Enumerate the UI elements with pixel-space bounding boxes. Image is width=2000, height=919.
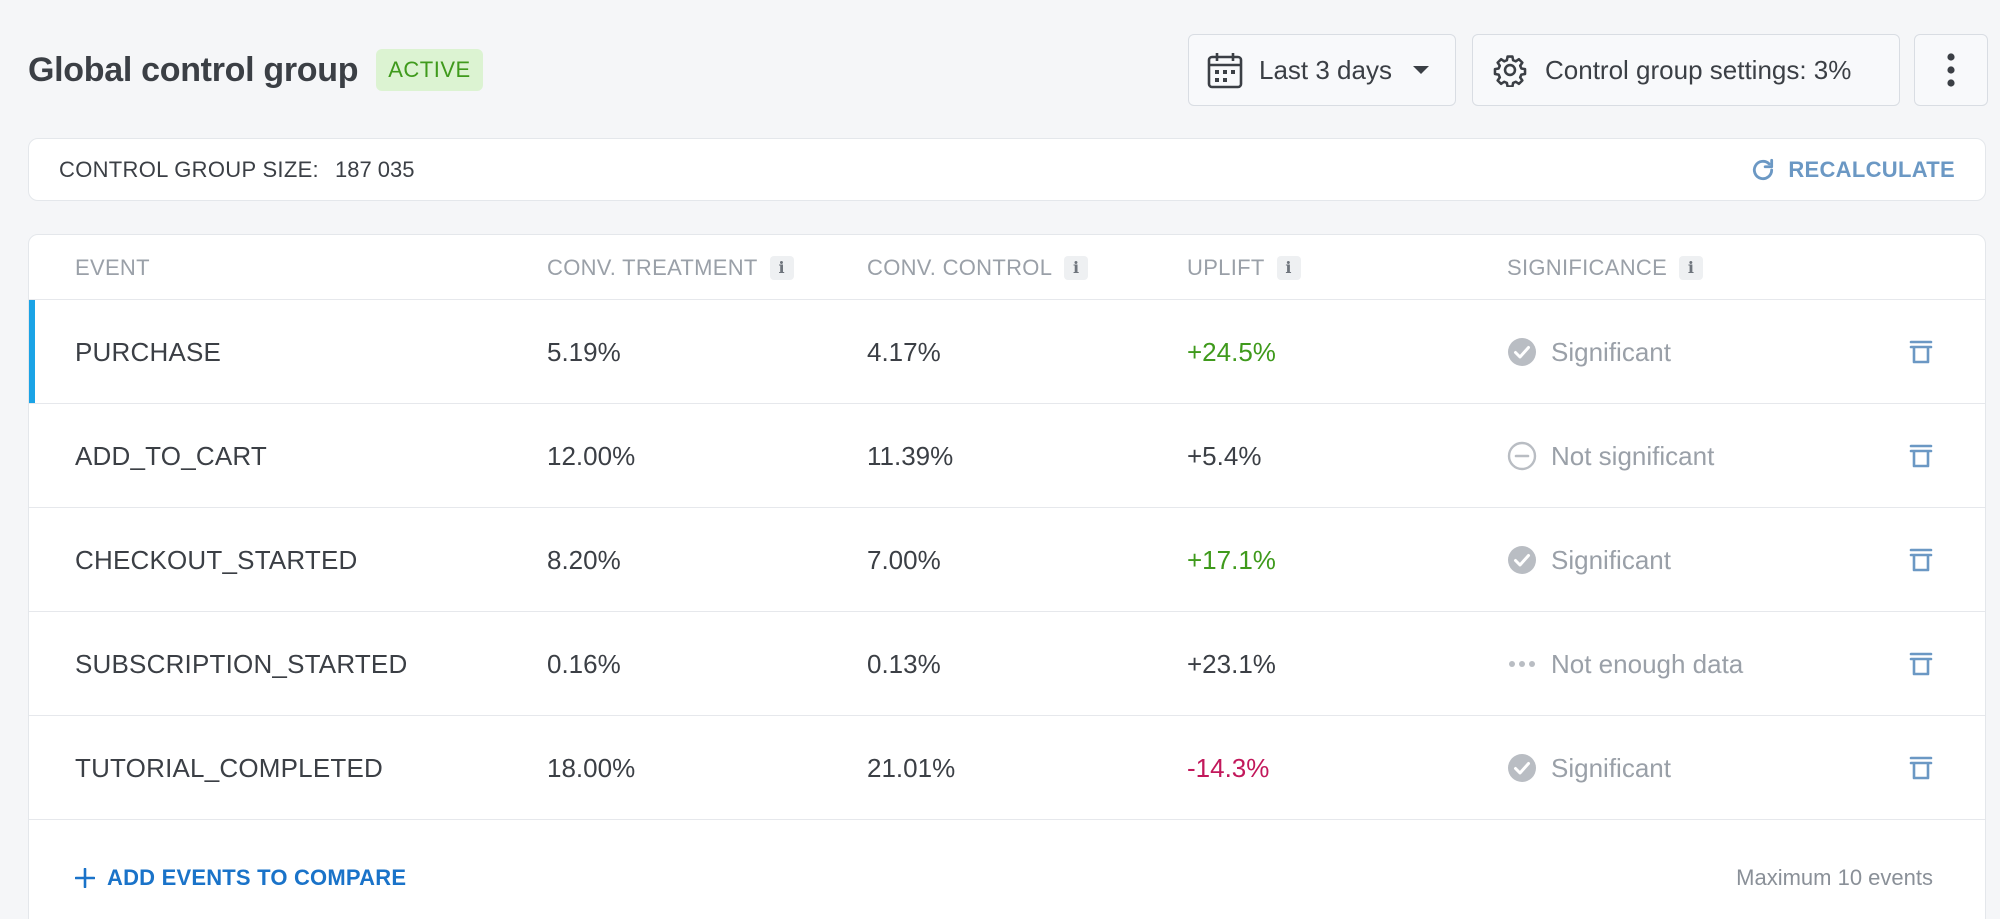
significance-status: Not significant — [1507, 404, 1714, 508]
column-control-label: CONV. CONTROL — [867, 254, 1053, 280]
significance-label: Significant — [1551, 336, 1671, 367]
event-name: SUBSCRIPTION_STARTED — [75, 648, 408, 679]
trash-icon — [1909, 651, 1933, 677]
check-circle-icon — [1507, 337, 1537, 367]
refresh-icon — [1753, 158, 1774, 180]
event-name: CHECKOUT_STARTED — [75, 544, 358, 575]
events-table: EVENT CONV. TREATMENT i CONV. CONTROL i … — [28, 234, 1986, 919]
column-header-treatment: CONV. TREATMENT i — [547, 235, 794, 300]
conv-treatment-value: 18.00% — [547, 752, 636, 783]
recalculate-label: RECALCULATE — [1788, 156, 1955, 182]
delete-event-button[interactable] — [1909, 716, 1933, 820]
conv-control-value: 21.01% — [867, 752, 956, 783]
significance-status: Significant — [1507, 716, 1671, 820]
uplift-value: +23.1% — [1187, 648, 1276, 679]
conv-treatment-value: 0.16% — [547, 648, 621, 679]
column-header-event: EVENT — [75, 235, 150, 300]
significance-label: Not enough data — [1551, 648, 1744, 679]
column-significance-label: SIGNIFICANCE — [1507, 254, 1668, 280]
gear-icon — [1493, 55, 1527, 87]
trash-icon — [1909, 547, 1933, 573]
page-title: Global control group — [28, 50, 359, 89]
uplift-value: -14.3% — [1187, 752, 1270, 783]
add-events-button[interactable]: ADD EVENTS TO COMPARE — [75, 865, 406, 891]
column-header-uplift: UPLIFT i — [1187, 235, 1301, 300]
conv-treatment-value: 12.00% — [547, 440, 636, 471]
delete-event-button[interactable] — [1909, 612, 1933, 716]
conv-control-value: 7.00% — [867, 544, 941, 575]
control-group-settings-button[interactable]: Control group settings: 3% — [1472, 34, 1900, 106]
more-options-button[interactable] — [1914, 34, 1988, 106]
table-body: PURCHASE 5.19% 4.17% +24.5% Significant ADD_T… — [29, 300, 1985, 820]
significance-status: Significant — [1507, 300, 1671, 404]
trash-icon — [1909, 339, 1933, 365]
column-header-significance: SIGNIFICANCE i — [1507, 235, 1704, 300]
info-icon[interactable]: i — [1679, 255, 1704, 280]
page-header: Global control group ACTIVE Last 3 days … — [28, 34, 1988, 106]
trash-icon — [1909, 755, 1933, 781]
conv-control-value: 4.17% — [867, 336, 941, 367]
trash-icon — [1909, 443, 1933, 469]
table-row[interactable]: SUBSCRIPTION_STARTED 0.16% 0.13% +23.1% Not … — [29, 612, 1985, 716]
control-group-size-card: CONTROL GROUP SIZE: 187 035 RECALCULATE — [28, 138, 1986, 201]
info-icon[interactable]: i — [1064, 255, 1089, 280]
column-uplift-label: UPLIFT — [1187, 254, 1265, 280]
settings-label: Control group settings: 3% — [1545, 54, 1852, 85]
significance-label: Significant — [1551, 752, 1671, 783]
delete-event-button[interactable] — [1909, 300, 1933, 404]
info-icon[interactable]: i — [1276, 255, 1301, 280]
minus-circle-icon — [1507, 441, 1537, 471]
event-name: PURCHASE — [75, 336, 222, 367]
delete-event-button[interactable] — [1909, 508, 1933, 612]
conv-treatment-value: 8.20% — [547, 544, 621, 575]
info-icon[interactable]: i — [769, 255, 794, 280]
conv-control-value: 11.39% — [867, 440, 954, 471]
date-range-button[interactable]: Last 3 days — [1188, 34, 1456, 106]
significance-status: Not enough data — [1507, 612, 1743, 716]
uplift-value: +17.1% — [1187, 544, 1276, 575]
event-name: ADD_TO_CART — [75, 440, 267, 471]
conv-treatment-value: 5.19% — [547, 336, 621, 367]
column-event-label: EVENT — [75, 254, 150, 280]
table-row[interactable]: ADD_TO_CART 12.00% 11.39% +5.4% Not signific… — [29, 404, 1985, 508]
table-footer: ADD EVENTS TO COMPARE Maximum 10 events — [29, 820, 1985, 919]
column-header-control: CONV. CONTROL i — [867, 235, 1089, 300]
check-circle-icon — [1507, 753, 1537, 783]
chevron-down-icon — [1412, 66, 1429, 74]
table-row[interactable]: PURCHASE 5.19% 4.17% +24.5% Significant — [29, 300, 1985, 404]
conv-control-value: 0.13% — [867, 648, 941, 679]
uplift-value: +24.5% — [1187, 336, 1276, 367]
ellipsis-icon — [1507, 649, 1537, 679]
significance-label: Not significant — [1551, 440, 1715, 471]
table-row[interactable]: TUTORIAL_COMPLETED 18.00% 21.01% -14.3% Sign… — [29, 716, 1985, 820]
significance-label: Significant — [1551, 544, 1671, 575]
calendar-icon — [1207, 53, 1243, 89]
status-badge: ACTIVE — [376, 49, 483, 91]
check-circle-icon — [1507, 545, 1537, 575]
plus-icon — [75, 868, 95, 888]
date-range-label: Last 3 days — [1259, 54, 1392, 85]
delete-event-button[interactable] — [1909, 404, 1933, 508]
add-events-label: ADD EVENTS TO COMPARE — [107, 865, 407, 890]
event-name: TUTORIAL_COMPLETED — [75, 752, 383, 783]
table-row[interactable]: CHECKOUT_STARTED 8.20% 7.00% +17.1% Signific… — [29, 508, 1985, 612]
vertical-ellipsis-icon — [1947, 53, 1955, 87]
control-group-size-value: 187 035 — [334, 156, 415, 182]
significance-status: Significant — [1507, 508, 1671, 612]
uplift-value: +5.4% — [1187, 440, 1262, 471]
recalculate-button[interactable]: RECALCULATE — [1750, 157, 1955, 183]
column-treatment-label: CONV. TREATMENT — [547, 254, 758, 280]
table-header: EVENT CONV. TREATMENT i CONV. CONTROL i … — [29, 235, 1985, 300]
control-group-size-label: CONTROL GROUP SIZE: — [59, 156, 319, 182]
max-events-note: Maximum 10 events — [1736, 865, 1933, 890]
